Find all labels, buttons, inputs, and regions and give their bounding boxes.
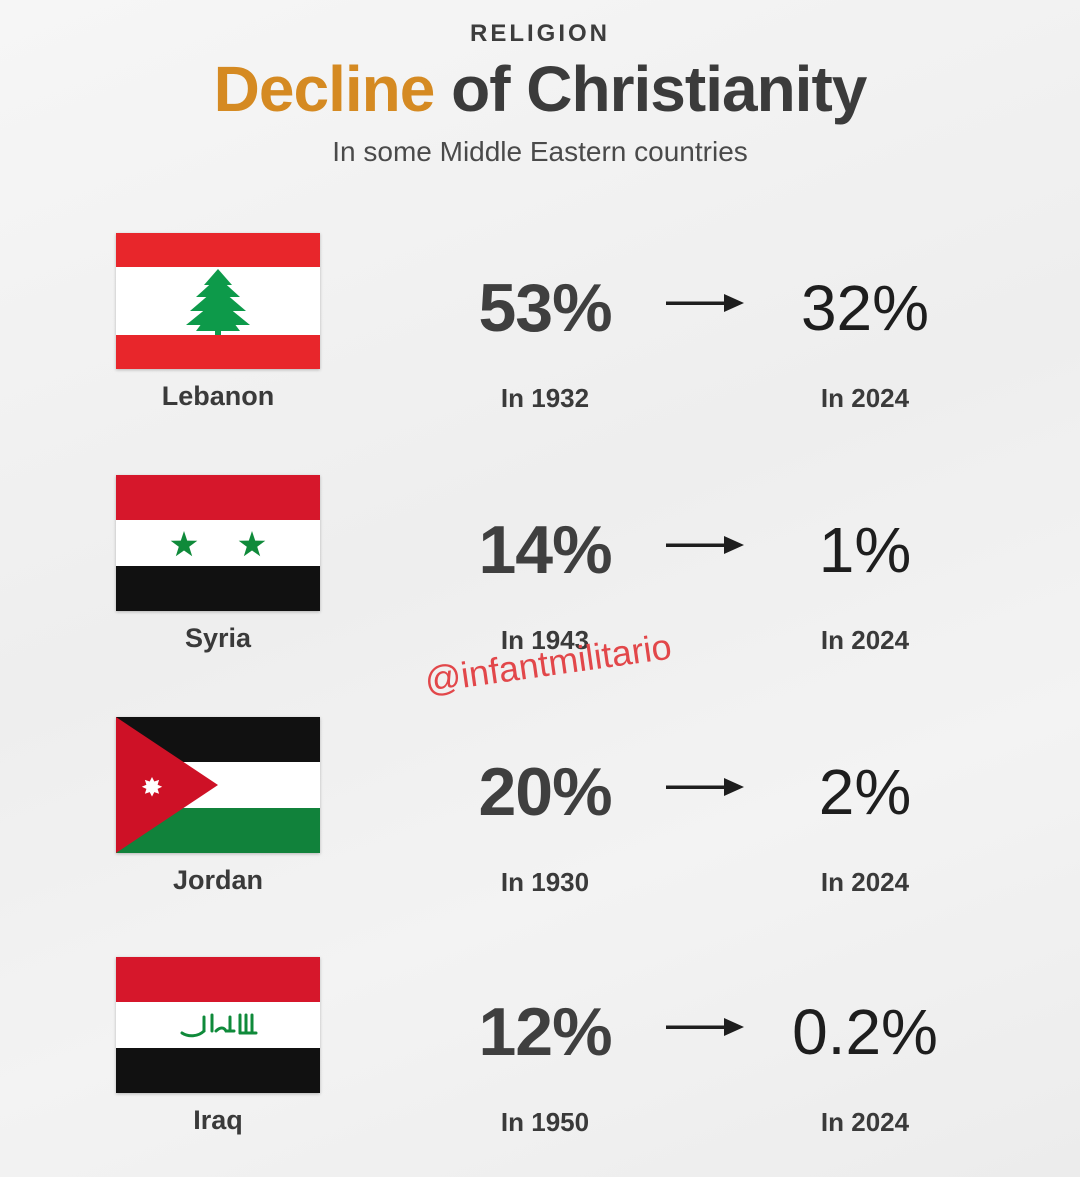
page-subtitle: In some Middle Eastern countries [332, 136, 748, 167]
old-year: In 1932 [500, 383, 590, 413]
page-title: Decline of Christianity [0, 52, 1080, 126]
new-year: In 2024 [820, 383, 910, 413]
new-percentage: 32% [800, 272, 930, 344]
iraq-flag-icon [116, 957, 320, 1093]
new-year: In 2024 [820, 867, 910, 897]
old-year: In 1950 [500, 1107, 590, 1137]
country-name: Jordan [172, 865, 264, 895]
country-row-syria: Syria 14% 1% In 1943 In 2024 [0, 475, 1080, 675]
jordan-flag-icon [116, 717, 320, 853]
country-name: Iraq [193, 1105, 243, 1135]
old-percentage: 14% [478, 512, 612, 588]
country-name: Lebanon [161, 381, 275, 411]
lebanon-flag-icon [116, 233, 320, 369]
country-row-jordan: Jordan 20% 2% In 1930 In 2024 [0, 717, 1080, 917]
new-year: In 2024 [820, 625, 910, 655]
arrow-right-icon [666, 533, 746, 557]
arrow-right-icon [666, 291, 746, 315]
title-rest: of Christianity [434, 53, 867, 125]
country-name: Syria [184, 623, 252, 653]
arrow-right-icon [666, 1015, 746, 1039]
new-percentage: 2% [818, 756, 912, 828]
section-kicker: RELIGION [469, 20, 610, 47]
arrow-right-icon [666, 775, 746, 799]
new-year: In 2024 [820, 1107, 910, 1137]
old-year: In 1943 [500, 625, 590, 655]
syria-flag-icon [116, 475, 320, 611]
old-percentage: 20% [478, 754, 612, 830]
country-row-lebanon: Lebanon 53% 32% In 1932 In 2024 [0, 233, 1080, 433]
new-percentage: 1% [818, 514, 912, 586]
old-year: In 1930 [500, 867, 590, 897]
new-percentage: 0.2% [792, 996, 938, 1068]
country-row-iraq: Iraq 12% 0.2% In 1950 In 2024 [0, 957, 1080, 1157]
old-percentage: 53% [478, 270, 612, 346]
title-accent: Decline [213, 53, 436, 125]
old-percentage: 12% [478, 994, 612, 1070]
